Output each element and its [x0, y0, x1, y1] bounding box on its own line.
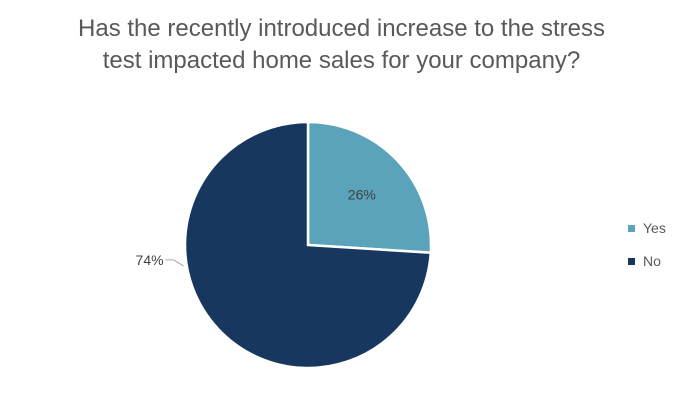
legend-swatch-no: [628, 257, 635, 265]
chart-title: Has the recently introduced increase to …: [0, 13, 683, 77]
pie-slice-no: [183, 120, 433, 370]
legend-swatch-yes: [628, 224, 635, 232]
legend: Yes No: [628, 218, 666, 284]
chart-title-line-2: test impacted home sales for your compan…: [102, 47, 581, 74]
chart-title-line-1: Has the recently introduced increase to …: [78, 15, 605, 42]
legend-item-no: No: [628, 251, 666, 271]
legend-label-yes: Yes: [643, 220, 666, 236]
data-label-leader-line: [165, 259, 184, 267]
legend-item-yes: Yes: [628, 218, 666, 238]
data-label-no: 74%: [136, 252, 164, 268]
legend-label-no: No: [643, 253, 661, 269]
data-label-yes: 26%: [348, 186, 376, 202]
pie-slice-yes: [306, 120, 433, 255]
